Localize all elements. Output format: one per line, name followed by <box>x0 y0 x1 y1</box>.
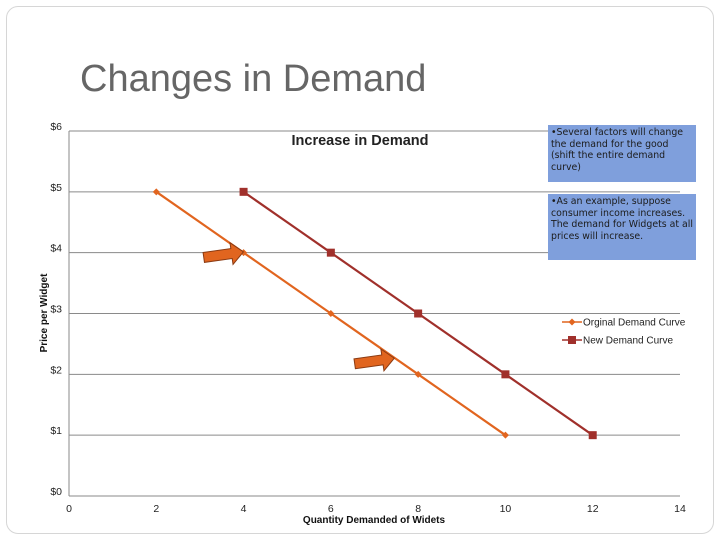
legend-item: New Demand Curve <box>562 336 673 347</box>
annotation-arrows <box>202 241 396 372</box>
legend-label: New Demand Curve <box>583 336 673 347</box>
series-point <box>414 309 423 318</box>
series-point <box>501 431 509 439</box>
y-tick-label: $1 <box>50 425 62 437</box>
y-tick-label: $6 <box>50 121 62 133</box>
axes <box>68 131 680 497</box>
y-tick-label: $2 <box>50 364 62 376</box>
y-tick-label: $5 <box>50 182 62 194</box>
series-point <box>501 370 510 379</box>
arrow-shape <box>353 347 396 372</box>
series-point <box>568 336 576 344</box>
chart-title: Increase in Demand <box>292 133 429 149</box>
y-axis-label: Price per Widget <box>39 273 50 352</box>
x-axis-label: Quantity Demanded of Widets <box>303 515 446 526</box>
note-factors: •Several factors will change the demand … <box>548 125 696 182</box>
arrow-shape <box>202 241 245 266</box>
x-tick-label: 10 <box>500 503 512 515</box>
series-point <box>326 248 335 257</box>
arrow-annotation-1 <box>202 241 245 266</box>
series-point <box>568 318 576 326</box>
slide-frame <box>6 6 714 534</box>
series-point <box>152 188 160 196</box>
y-tick-label: $4 <box>50 243 62 255</box>
legend-item: Orginal Demand Curve <box>562 318 686 329</box>
x-tick-label: 0 <box>66 503 72 515</box>
y-tick-label: $0 <box>50 486 62 498</box>
series-point <box>239 187 248 196</box>
legend-label: Orginal Demand Curve <box>583 318 686 329</box>
slide-title: Changes in Demand <box>80 58 427 100</box>
x-tick-label: 8 <box>415 503 421 515</box>
note-example: •As an example, suppose consumer income … <box>548 194 696 260</box>
series-original <box>152 188 509 439</box>
arrow-annotation-2 <box>353 347 396 372</box>
x-tick-label: 4 <box>241 503 247 515</box>
x-tick-label: 2 <box>153 503 159 515</box>
y-tick-label: $3 <box>50 304 62 316</box>
x-tick-label: 14 <box>674 503 686 515</box>
x-tick-label: 12 <box>587 503 599 515</box>
x-tick-label: 6 <box>328 503 334 515</box>
series-new <box>239 187 597 440</box>
legend: Orginal Demand Curve New Demand Curve <box>562 318 686 347</box>
series-point <box>327 310 335 317</box>
tick-labels: $0 $1 $2 $3 $4 $5 $6 0 2 4 6 8 10 12 14 <box>50 121 686 515</box>
series-point <box>414 370 422 378</box>
series-layer <box>152 187 597 440</box>
series-point <box>588 431 597 440</box>
